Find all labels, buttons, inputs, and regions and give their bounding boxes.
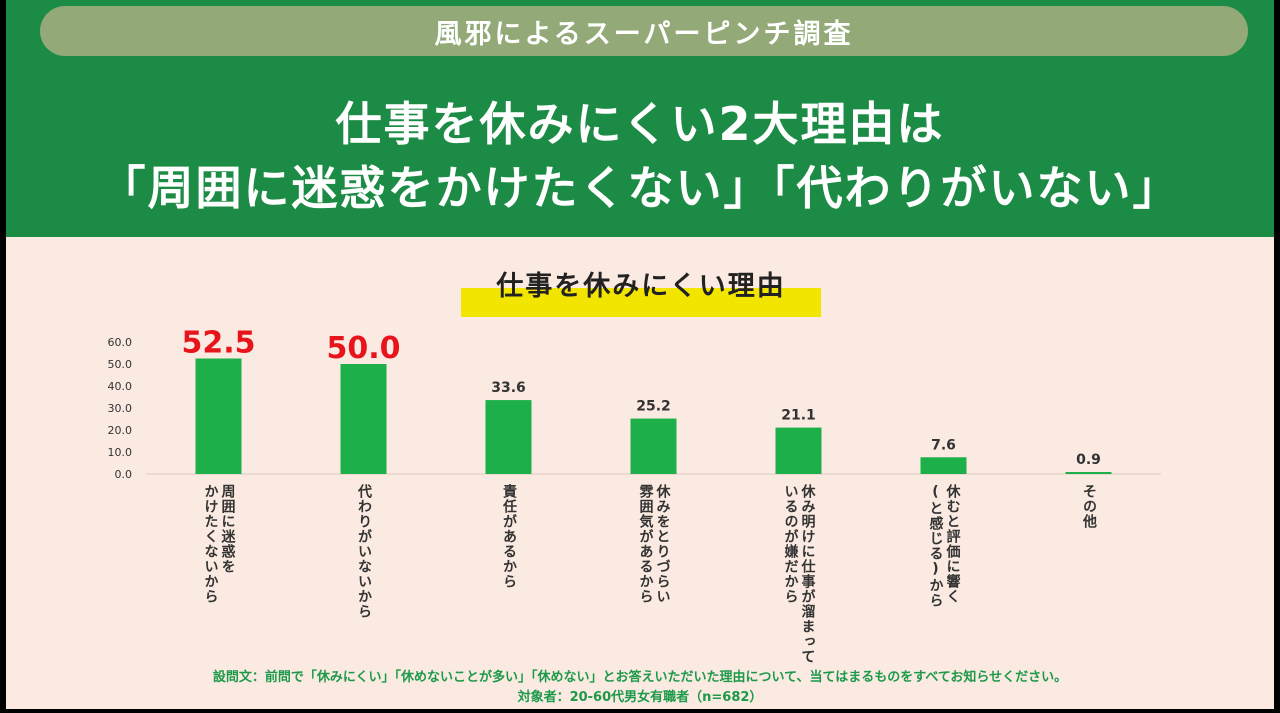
y-tick-label: 50.0 bbox=[108, 358, 133, 371]
bar bbox=[485, 400, 532, 474]
target-text: 対象者：20-60代男女有職者（n=682） bbox=[517, 690, 763, 705]
survey-title: 風邪によるスーパーピンチ調査 bbox=[40, 6, 1248, 56]
chart-title-block: 仕事を休みにくい理由 bbox=[461, 262, 821, 317]
data-label: 50.0 bbox=[326, 331, 400, 366]
data-label: 52.5 bbox=[181, 326, 255, 361]
question-text: 設問文：前問で「休みにくい」「休めないことが多い」「休めない」とお答えいただいた… bbox=[212, 670, 1068, 685]
y-tick-label: 10.0 bbox=[108, 446, 133, 459]
slide: 風邪によるスーパーピンチ調査 仕事を休みにくい2大理由は 「周囲に迷惑をかけたく… bbox=[6, 0, 1274, 709]
y-tick-label: 0.0 bbox=[115, 468, 133, 481]
y-tick-label: 40.0 bbox=[108, 380, 133, 393]
header-banner: 風邪によるスーパーピンチ調査 仕事を休みにくい2大理由は 「周囲に迷惑をかけたく… bbox=[6, 0, 1274, 237]
data-label: 33.6 bbox=[491, 380, 526, 396]
bar bbox=[340, 364, 387, 474]
bar bbox=[630, 418, 677, 474]
headline-line1: 仕事を休みにくい2大理由は bbox=[335, 97, 945, 151]
category-label: 代わりがいないから bbox=[356, 484, 372, 619]
chart-title-highlight bbox=[461, 288, 821, 317]
category-label: 休み明けに仕事が溜まって いるのが嫌だから bbox=[782, 484, 816, 664]
bar bbox=[1065, 472, 1112, 474]
category-label: その他 bbox=[1081, 484, 1097, 529]
bar-chart: 0.0 10.0 20.0 30.0 40.0 50.0 60.0 52.5 50.0 33.6 2… bbox=[108, 326, 1161, 481]
category-label: 責任があるから bbox=[501, 484, 517, 589]
bar bbox=[195, 358, 242, 474]
bar bbox=[920, 457, 967, 474]
headline-line2: 「周囲に迷惑をかけたくない」「代わりがいない」 bbox=[99, 161, 1181, 215]
category-label: 休みをとりづらい 雰囲気があるから bbox=[637, 484, 671, 604]
data-label: 7.6 bbox=[931, 437, 956, 453]
category-label: 休むと評価に響く (と感じる)から bbox=[927, 484, 961, 608]
chart-title: 仕事を休みにくい理由 bbox=[496, 271, 786, 302]
y-tick-label: 30.0 bbox=[108, 402, 133, 415]
category-label: 周囲に迷惑を かけたくないから bbox=[202, 484, 236, 604]
bar bbox=[775, 427, 822, 474]
data-label: 21.1 bbox=[781, 408, 816, 424]
y-tick-label: 20.0 bbox=[108, 424, 133, 437]
data-label: 0.9 bbox=[1076, 452, 1101, 468]
y-tick-label: 60.0 bbox=[108, 336, 133, 349]
data-label: 25.2 bbox=[636, 399, 671, 415]
